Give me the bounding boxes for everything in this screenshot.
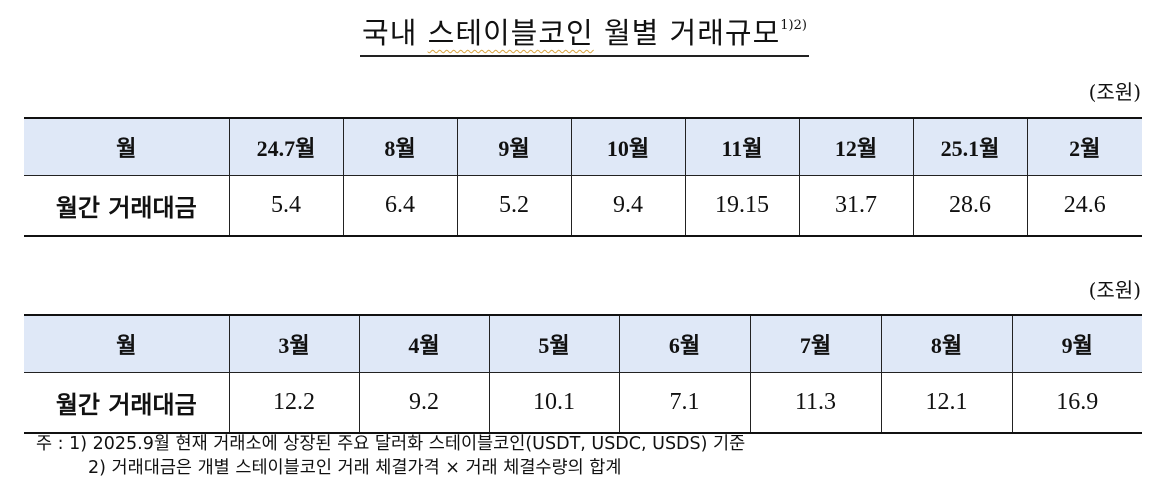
value-cell: 28.6 xyxy=(913,175,1028,236)
unit-label-table2: (조원) xyxy=(1088,278,1141,302)
value-cell: 6.4 xyxy=(343,175,458,236)
title-part-stablecoin: 스테이블코인 xyxy=(427,16,594,50)
row-label-monthly-volume: 월간 거래대금 xyxy=(24,372,230,433)
value-cell: 9.2 xyxy=(359,372,490,433)
value-cell: 9.4 xyxy=(571,175,686,236)
value-cell: 19.15 xyxy=(685,175,800,236)
value-cell: 12.2 xyxy=(229,372,360,433)
footnote-1: 주 : 1) 2025.9월 현재 거래소에 상장된 주요 달러화 스테이블코인… xyxy=(36,432,745,456)
footnote-1-text: 1) 2025.9월 현재 거래소에 상장된 주요 달러화 스테이블코인(USD… xyxy=(69,434,746,454)
footnotes: 주 : 1) 2025.9월 현재 거래소에 상장된 주요 달러화 스테이블코인… xyxy=(36,432,745,480)
footnote-2-text: 2) 거래대금은 개별 스테이블코인 거래 체결가격 × 거래 체결수량의 합계 xyxy=(88,458,622,478)
value-cell: 12.1 xyxy=(881,372,1013,433)
month-header: 9월 xyxy=(457,118,572,176)
value-cell: 5.2 xyxy=(457,175,572,236)
value-cell: 10.1 xyxy=(489,372,620,433)
monthly-volume-table-1: 월 24.7월 8월 9월 10월 11월 12월 25.1월 2월 월간 거래… xyxy=(24,117,1142,237)
table-header-row: 월 24.7월 8월 9월 10월 11월 12월 25.1월 2월 xyxy=(24,118,1142,176)
table-header-row: 월 3월 4월 5월 6월 7월 8월 9월 xyxy=(24,315,1142,373)
table-row: 월간 거래대금 5.4 6.4 5.2 9.4 19.15 31.7 28.6 … xyxy=(24,175,1142,236)
header-label-month: 월 xyxy=(24,315,230,373)
month-header: 3월 xyxy=(229,315,360,373)
header-label-month: 월 xyxy=(24,118,230,176)
footnote-2: 2) 거래대금은 개별 스테이블코인 거래 체결가격 × 거래 체결수량의 합계 xyxy=(36,456,745,480)
month-header: 6월 xyxy=(619,315,751,373)
month-header: 4월 xyxy=(359,315,490,373)
month-header: 9월 xyxy=(1012,315,1142,373)
footnote-prefix: 주 : xyxy=(36,434,70,454)
month-header: 8월 xyxy=(881,315,1013,373)
title-footnote-marks: 1)2) xyxy=(780,18,807,33)
value-cell: 7.1 xyxy=(619,372,751,433)
month-header: 11월 xyxy=(685,118,800,176)
month-header: 7월 xyxy=(750,315,882,373)
row-label-monthly-volume: 월간 거래대금 xyxy=(24,175,230,236)
monthly-volume-table-2: 월 3월 4월 5월 6월 7월 8월 9월 월간 거래대금 12.2 9.2 … xyxy=(24,314,1142,434)
month-header: 2월 xyxy=(1027,118,1142,176)
value-cell: 16.9 xyxy=(1056,389,1099,415)
month-header: 8월 xyxy=(343,118,458,176)
month-header: 12월 xyxy=(799,118,914,176)
title-part-monthly-volume: 월별 거래규모 xyxy=(603,16,781,50)
month-header: 10월 xyxy=(571,118,686,176)
page-title: 국내 스테이블코인 월별 거래규모1)2) xyxy=(0,10,1169,57)
value-cell: 24.6 xyxy=(1063,192,1106,218)
value-cell: 31.7 xyxy=(799,175,914,236)
table-row: 월간 거래대금 12.2 9.2 10.1 7.1 11.3 12.1 16.9 xyxy=(24,372,1142,433)
value-cell: 11.3 xyxy=(750,372,882,433)
month-header: 24.7월 xyxy=(229,118,344,176)
month-header: 5월 xyxy=(489,315,620,373)
title-part-domestic: 국내 xyxy=(362,16,418,50)
unit-label-table1: (조원) xyxy=(1088,80,1141,104)
value-cell: 5.4 xyxy=(229,175,344,236)
month-header: 25.1월 xyxy=(913,118,1028,176)
